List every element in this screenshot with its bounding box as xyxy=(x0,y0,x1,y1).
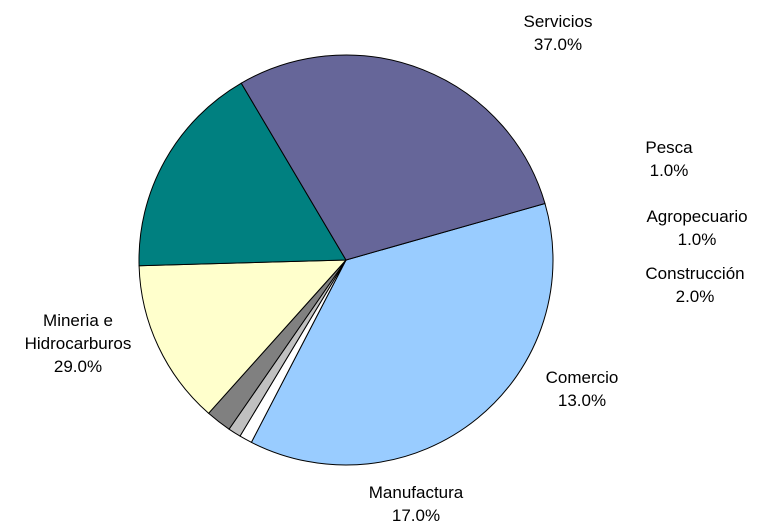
pie-slice-6 xyxy=(240,54,546,261)
slice-value-label-1: 1.0% xyxy=(650,161,689,180)
pie-slice-5 xyxy=(138,82,347,267)
slice-label-group-2: Agropecuario 1.0% xyxy=(646,207,747,249)
slice-name-label-2-0: Agropecuario xyxy=(646,207,747,226)
slice-value-label-6: 29.0% xyxy=(54,357,102,376)
slice-name-label-3-0: Construcción xyxy=(645,264,744,283)
slice-label-group-0: Servicios 37.0% xyxy=(524,12,593,54)
slice-label-group-1: Pesca 1.0% xyxy=(645,138,693,180)
slice-name-label-4-0: Comercio xyxy=(546,368,619,387)
slice-name-label-0-0: Servicios xyxy=(524,12,593,31)
slice-name-label-5-0: Manufactura xyxy=(369,483,464,502)
slice-value-label-4: 13.0% xyxy=(558,391,606,410)
slice-name-label-1-0: Pesca xyxy=(645,138,693,157)
slice-name-label-6-0: Mineria e xyxy=(43,311,113,330)
slice-value-label-0: 37.0% xyxy=(534,35,582,54)
pie-slice-4 xyxy=(138,259,348,415)
slice-label-group-4: Comercio 13.0% xyxy=(546,368,619,410)
slice-value-label-5: 17.0% xyxy=(392,506,440,524)
pie-slice-0 xyxy=(250,202,554,466)
slice-value-label-2: 1.0% xyxy=(678,230,717,249)
slice-label-group-6: Mineria e Hidrocarburos 29.0% xyxy=(25,311,132,376)
slice-label-group-3: Construcción 2.0% xyxy=(645,264,744,306)
slice-value-label-3: 2.0% xyxy=(676,287,715,306)
slice-name-label-6-1: Hidrocarburos xyxy=(25,334,132,353)
slice-label-group-5: Manufactura 17.0% xyxy=(369,483,464,524)
